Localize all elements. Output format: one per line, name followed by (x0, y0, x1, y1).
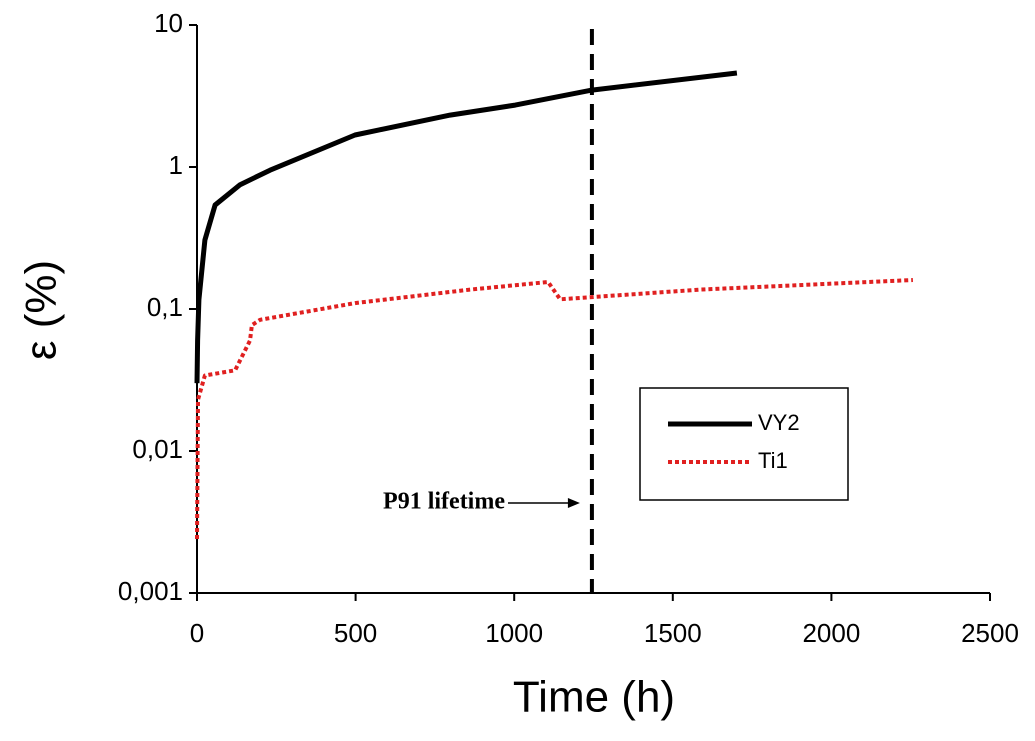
y-tick-label: 0,001 (118, 576, 183, 606)
y-tick-label: 0,01 (132, 434, 183, 464)
annotation: P91 lifetime (383, 489, 505, 515)
x-axis-title: Time (h) (513, 673, 675, 722)
series-line (194, 70, 738, 384)
x-tick-label: 500 (334, 618, 377, 648)
legend-box (639, 387, 849, 501)
legend-label: VY2 (758, 410, 800, 435)
y-tick-label: 1 (169, 150, 183, 180)
annotation-arrowhead (567, 498, 580, 508)
x-tick-label: 1000 (485, 618, 543, 648)
x-tick-label: 0 (190, 618, 204, 648)
legend-label: Ti1 (758, 448, 788, 473)
series-line (195, 278, 913, 540)
y-tick-label: 0,1 (147, 292, 183, 322)
x-tick-label: 1500 (644, 618, 702, 648)
x-tick-label: 2500 (961, 618, 1019, 648)
y-axis-title: ε (%) (17, 260, 66, 360)
x-tick-label: 2000 (802, 618, 860, 648)
y-tick-label: 10 (154, 8, 183, 38)
